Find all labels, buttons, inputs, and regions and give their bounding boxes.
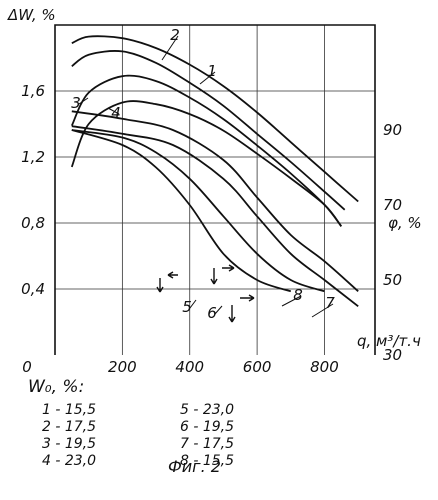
legend-entry: 1 - 15,5 bbox=[42, 402, 96, 418]
series-5-label: 5 bbox=[182, 298, 192, 316]
direction-arrow bbox=[228, 305, 236, 323]
series-1-leader bbox=[199, 71, 216, 85]
y-left-tick-label: 0,4 bbox=[21, 280, 45, 298]
legend-entry: 2 - 17,5 bbox=[42, 419, 96, 435]
x-tick-label: 200 bbox=[108, 358, 137, 376]
tick-labels: 0 200 400 600 800 0,4 0,8 1,2 1,6 30 50 70 90 bbox=[21, 82, 402, 376]
plot-frame bbox=[54, 24, 376, 355]
series-2-label: 2 bbox=[170, 26, 180, 44]
legend-entry: 3 - 19,5 bbox=[42, 436, 96, 452]
direction-arrow bbox=[210, 268, 218, 285]
legend-entry: 8 - 15,5 bbox=[180, 453, 234, 469]
x-tick-label: 600 bbox=[243, 358, 272, 376]
direction-arrow bbox=[240, 294, 255, 302]
series-2-leader bbox=[161, 35, 179, 61]
y-right-tick-label: 70 bbox=[383, 196, 402, 214]
series-3-line bbox=[70, 74, 343, 227]
y-right-tick-label: 90 bbox=[383, 121, 402, 139]
x-tick-label: 400 bbox=[175, 358, 204, 376]
direction-arrow bbox=[167, 271, 178, 279]
curves: 1 2 3 4 5 6 7 8 bbox=[70, 26, 359, 323]
legend-entry: 5 - 23,0 bbox=[180, 402, 234, 418]
series-3-label: 3 bbox=[71, 94, 81, 112]
y-right-tick-label: 30 bbox=[383, 346, 402, 364]
legend-title: W₀, %: bbox=[28, 377, 84, 397]
y-left-tick-label: 0,8 bbox=[21, 214, 45, 232]
series-7-leader bbox=[311, 303, 334, 318]
series-2-line bbox=[71, 50, 346, 211]
series-8-leader bbox=[281, 295, 302, 307]
series-6-line bbox=[71, 129, 325, 293]
series-6-leader bbox=[214, 305, 223, 315]
legend: W₀, %: 1 - 15,52 - 17,53 - 19,54 - 23,0 5… bbox=[28, 377, 234, 469]
y-left-tick-label: 1,6 bbox=[21, 82, 45, 100]
series-8-label: 8 bbox=[293, 286, 303, 304]
series-6-label: 6 bbox=[207, 304, 217, 322]
series-4-line bbox=[70, 100, 343, 227]
x-tick-label: 800 bbox=[310, 358, 339, 376]
direction-arrow bbox=[156, 278, 164, 293]
series-8-line bbox=[71, 110, 359, 292]
y-right-axis-label: φ, % bbox=[388, 214, 422, 232]
axis-frame bbox=[54, 24, 376, 355]
series-1-line bbox=[71, 35, 359, 203]
series-4-leader bbox=[107, 107, 120, 115]
figure-caption: Фиг. 2 bbox=[168, 457, 221, 476]
series-4-label: 4 bbox=[111, 104, 121, 122]
legend-entry: 4 - 23,0 bbox=[42, 453, 96, 469]
series-1-label: 1 bbox=[207, 62, 217, 80]
y-left-tick-label: 1,2 bbox=[21, 148, 45, 166]
y-right-tick-label: 50 bbox=[383, 271, 402, 289]
series-5-leader bbox=[189, 299, 197, 309]
direction-arrow bbox=[222, 264, 235, 272]
y-left-axis-label: ΔW, % bbox=[7, 6, 56, 24]
legend-entry: 6 - 19,5 bbox=[180, 419, 234, 435]
series-7-label: 7 bbox=[325, 294, 335, 312]
series-7-line bbox=[71, 125, 359, 308]
series-3-leader bbox=[78, 97, 89, 105]
x-tick-label: 0 bbox=[22, 358, 32, 376]
grid bbox=[55, 25, 375, 355]
x-axis-label: q, м³/т.ч bbox=[357, 332, 421, 350]
series-5-line bbox=[71, 129, 292, 293]
legend-entry: 7 - 17,5 bbox=[180, 436, 234, 452]
